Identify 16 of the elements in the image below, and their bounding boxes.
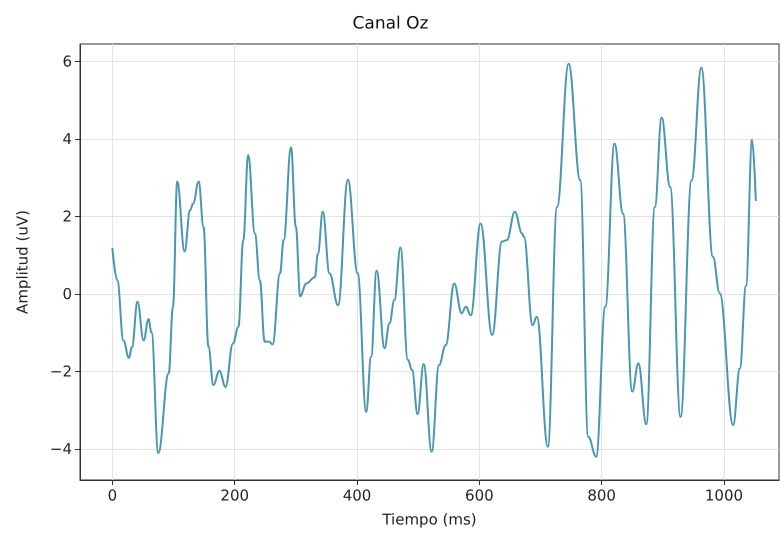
y-tick-label: 4 bbox=[62, 130, 72, 148]
x-axis-title: Tiempo (ms) bbox=[381, 510, 477, 528]
y-axis-title: Amplitud (uV) bbox=[14, 210, 32, 314]
x-tick-label: 400 bbox=[342, 486, 372, 504]
x-tick-label: 600 bbox=[465, 486, 494, 504]
y-tick-label: −4 bbox=[50, 440, 72, 458]
x-tick-label: 1000 bbox=[704, 486, 744, 504]
y-tick-label: 6 bbox=[62, 52, 72, 70]
y-tick-label: −2 bbox=[50, 362, 72, 380]
y-tick-label: 2 bbox=[62, 207, 72, 226]
y-tick-label: 0 bbox=[62, 284, 72, 303]
x-tick-label: 0 bbox=[108, 486, 118, 504]
x-tick-label: 800 bbox=[587, 486, 616, 504]
chart-title: Canal Oz bbox=[352, 14, 429, 34]
x-tick-label: 200 bbox=[220, 486, 250, 504]
line-series bbox=[111, 62, 757, 458]
